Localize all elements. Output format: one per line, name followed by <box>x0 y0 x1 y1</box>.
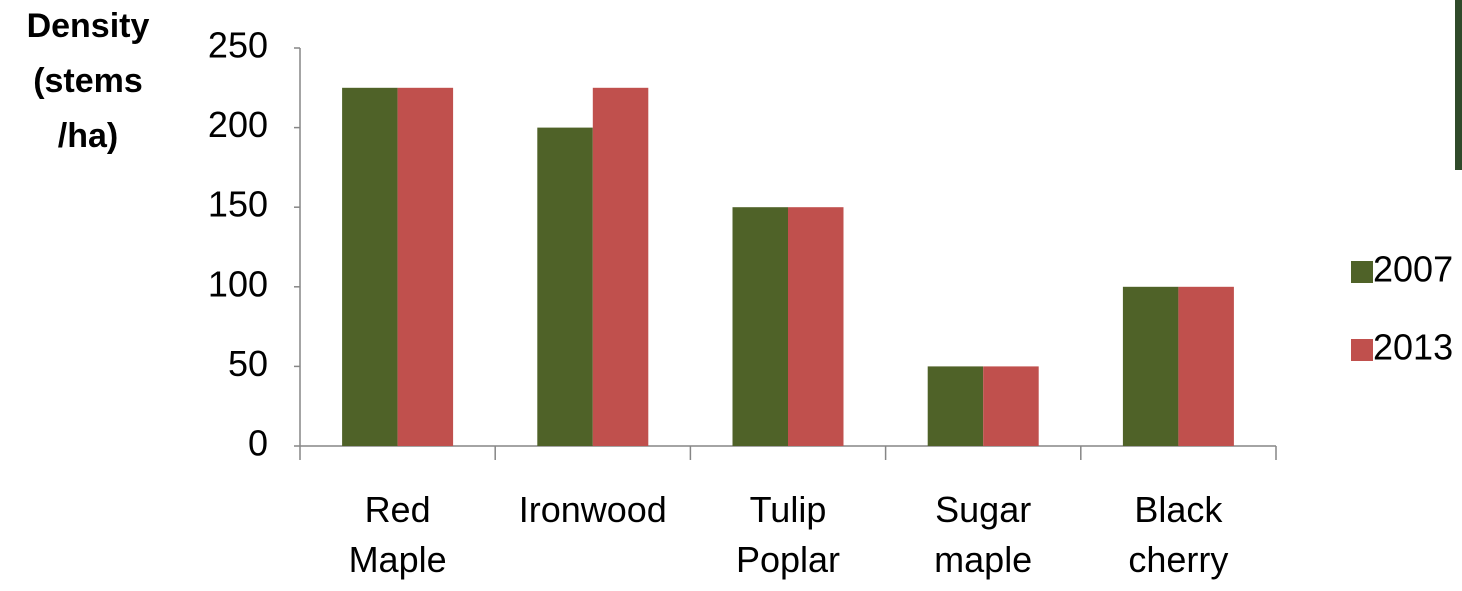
bar <box>397 87 454 447</box>
legend-swatch <box>1351 261 1373 283</box>
y-tick-label: 250 <box>208 25 268 66</box>
y-tick-label: 200 <box>208 104 268 145</box>
y-tick-label: 0 <box>248 423 268 464</box>
legend-label: 2013 <box>1373 327 1453 368</box>
bar <box>592 87 649 447</box>
x-tick-label: Tulip Poplar <box>735 489 841 580</box>
bar <box>788 207 844 446</box>
x-tick-label: Sugar maple <box>934 489 1033 580</box>
x-tick-label: Black cherry <box>1128 489 1229 580</box>
y-label: (stems <box>33 62 143 100</box>
y-label: /ha) <box>58 117 118 155</box>
bar <box>1122 286 1179 446</box>
y-tick-label: 50 <box>228 343 268 384</box>
y-label: Density <box>27 7 150 45</box>
bar <box>342 87 398 447</box>
legend-label: 2007 <box>1373 249 1453 290</box>
photo-edge <box>1455 0 1462 170</box>
bar <box>927 366 984 446</box>
bar <box>732 207 788 446</box>
y-tick-label: 100 <box>208 263 268 304</box>
legend-swatch <box>1351 339 1373 361</box>
y-tick-label: 150 <box>208 184 268 225</box>
x-tick-label: Ironwood <box>518 489 667 530</box>
bar <box>1178 286 1234 446</box>
x-tick-label: Red Maple <box>348 489 447 580</box>
bar <box>537 127 593 446</box>
bar <box>983 366 1039 446</box>
